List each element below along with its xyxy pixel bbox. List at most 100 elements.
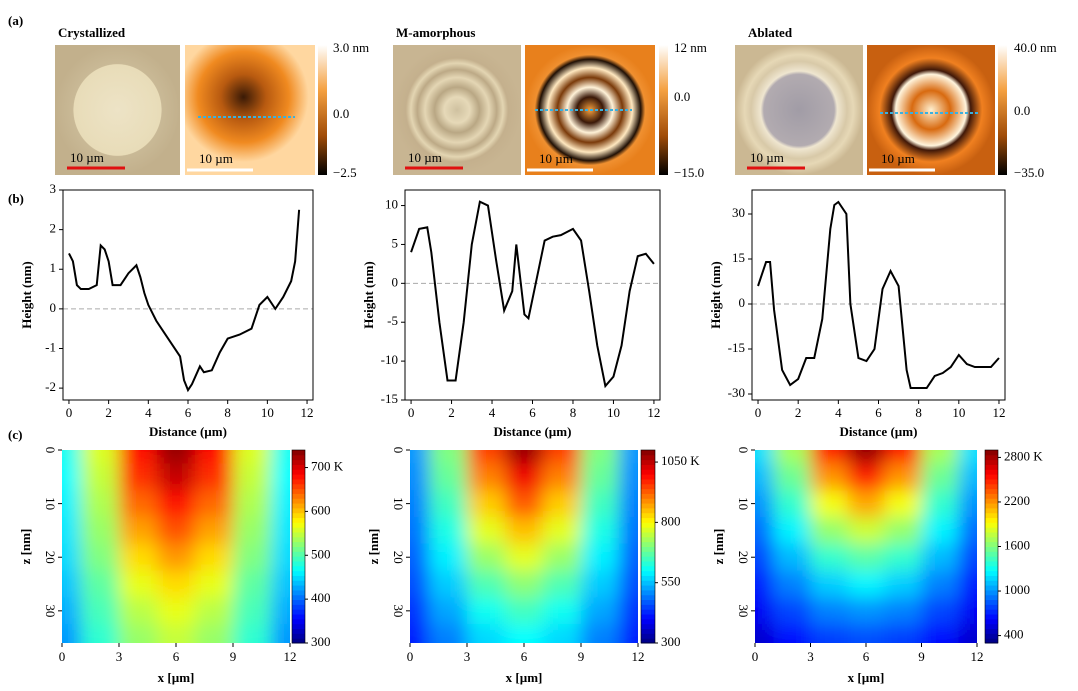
colorbar-step	[292, 565, 305, 572]
colorbar-label: −2.5	[333, 165, 357, 180]
x-tick-label: 3	[464, 649, 471, 664]
colorbar-tick-label: 400	[1004, 627, 1024, 642]
y-axis-label: z [nm]	[366, 529, 381, 565]
colorbar-step	[985, 464, 998, 470]
heat-cell	[429, 624, 467, 643]
heatmap-cells	[62, 450, 290, 643]
x-tick-label: 6	[863, 649, 870, 664]
image-title: Ablated	[748, 25, 793, 40]
heat-cell	[958, 543, 977, 571]
x-axis-label: x [µm]	[848, 670, 885, 685]
x-tick-label: 6	[529, 405, 536, 420]
heat-cell	[921, 624, 959, 643]
heat-cell	[581, 570, 619, 598]
heat-cell	[157, 517, 195, 544]
x-axis-label: Distance (µm)	[494, 424, 572, 439]
heat-cell	[429, 490, 467, 518]
colorbar-step	[292, 493, 305, 499]
y-tick-label: 30	[391, 604, 406, 617]
colorbar-step	[985, 483, 998, 490]
colorbar-step	[292, 541, 305, 547]
colorbar-step	[985, 503, 998, 509]
colorbar-label: −15.0	[674, 165, 704, 180]
heat-cell	[958, 624, 977, 643]
colorbar-step	[292, 633, 305, 639]
colorbar-step	[292, 628, 305, 634]
colorbar-step	[292, 478, 305, 485]
heat-cell	[884, 490, 922, 518]
colorbar-step	[292, 599, 305, 605]
y-tick-label: 3	[50, 181, 57, 196]
heat-cell	[195, 450, 233, 464]
heat-cell	[410, 570, 429, 598]
heat-cell	[581, 597, 619, 625]
heat-cell	[773, 517, 811, 544]
x-tick-label: 10	[607, 405, 620, 420]
x-tick-label: 0	[755, 405, 762, 420]
heat-cell	[62, 450, 81, 464]
colorbar-step	[292, 488, 305, 494]
heat-cell	[847, 463, 885, 491]
colorbar-step	[292, 522, 305, 528]
y-tick-label: 20	[736, 551, 751, 564]
colorbar-tick-label: 550	[661, 574, 681, 589]
colorbar-step	[292, 546, 305, 552]
colorbar-label: 3.0 nm	[333, 40, 369, 55]
colorbar-step	[641, 517, 655, 523]
colorbar-step	[985, 507, 998, 514]
heat-cell	[581, 543, 619, 571]
heat-cell	[195, 543, 233, 571]
colorbar-tick-label: 300	[311, 634, 331, 649]
row-a-images	[55, 45, 1007, 175]
profile-curve	[68, 209, 301, 393]
colorbar-step	[641, 565, 655, 572]
heat-cell	[755, 624, 774, 643]
colorbar-step	[292, 450, 305, 456]
heat-cell	[81, 543, 119, 571]
heat-cell	[847, 543, 885, 571]
colorbar-step	[985, 560, 998, 567]
x-tick-label: 3	[116, 649, 123, 664]
colorbar-step	[985, 474, 998, 480]
colorbar-step	[292, 585, 305, 591]
colorbar-step	[641, 488, 655, 494]
y-tick-label: 10	[385, 197, 398, 212]
y-axis-label: Height (nm)	[19, 261, 34, 329]
colorbar-step	[985, 532, 998, 538]
colorbar-step	[641, 633, 655, 639]
colorbar-step	[641, 575, 655, 581]
colorbar-step	[985, 633, 998, 639]
panel-label: (c)	[8, 427, 22, 442]
heat-cell	[755, 597, 774, 625]
heat-cell	[773, 463, 811, 491]
x-tick-label: 2	[795, 405, 802, 420]
x-tick-label: 0	[59, 649, 66, 664]
colorbar-step	[292, 638, 305, 644]
colorbar-step	[641, 580, 655, 586]
colorbar-step	[641, 536, 655, 543]
heat-cell	[410, 450, 429, 464]
colorbar-step	[292, 575, 305, 581]
x-tick-label: 6	[875, 405, 882, 420]
heat-cell	[755, 543, 774, 571]
colorbar-step	[985, 551, 998, 557]
x-tick-label: 6	[185, 405, 192, 420]
heat-cell	[773, 624, 811, 643]
heat-cell	[581, 517, 619, 544]
x-tick-label: 9	[230, 649, 237, 664]
heat-cell	[921, 597, 959, 625]
y-tick-label: 10	[736, 497, 751, 510]
heat-cell	[62, 463, 81, 491]
colorbar-step	[641, 503, 655, 509]
heat-cell	[195, 490, 233, 518]
scale-bar-label: 10 µm	[750, 150, 784, 165]
colorbar-step	[985, 517, 998, 523]
heat-cell	[233, 463, 271, 491]
y-tick-label: 5	[392, 235, 399, 250]
colorbar-step	[641, 546, 655, 552]
heat-cell	[810, 570, 848, 598]
y-tick-label: 30	[732, 205, 745, 220]
colorbar-step	[641, 498, 655, 504]
colorbar-step	[292, 507, 305, 514]
